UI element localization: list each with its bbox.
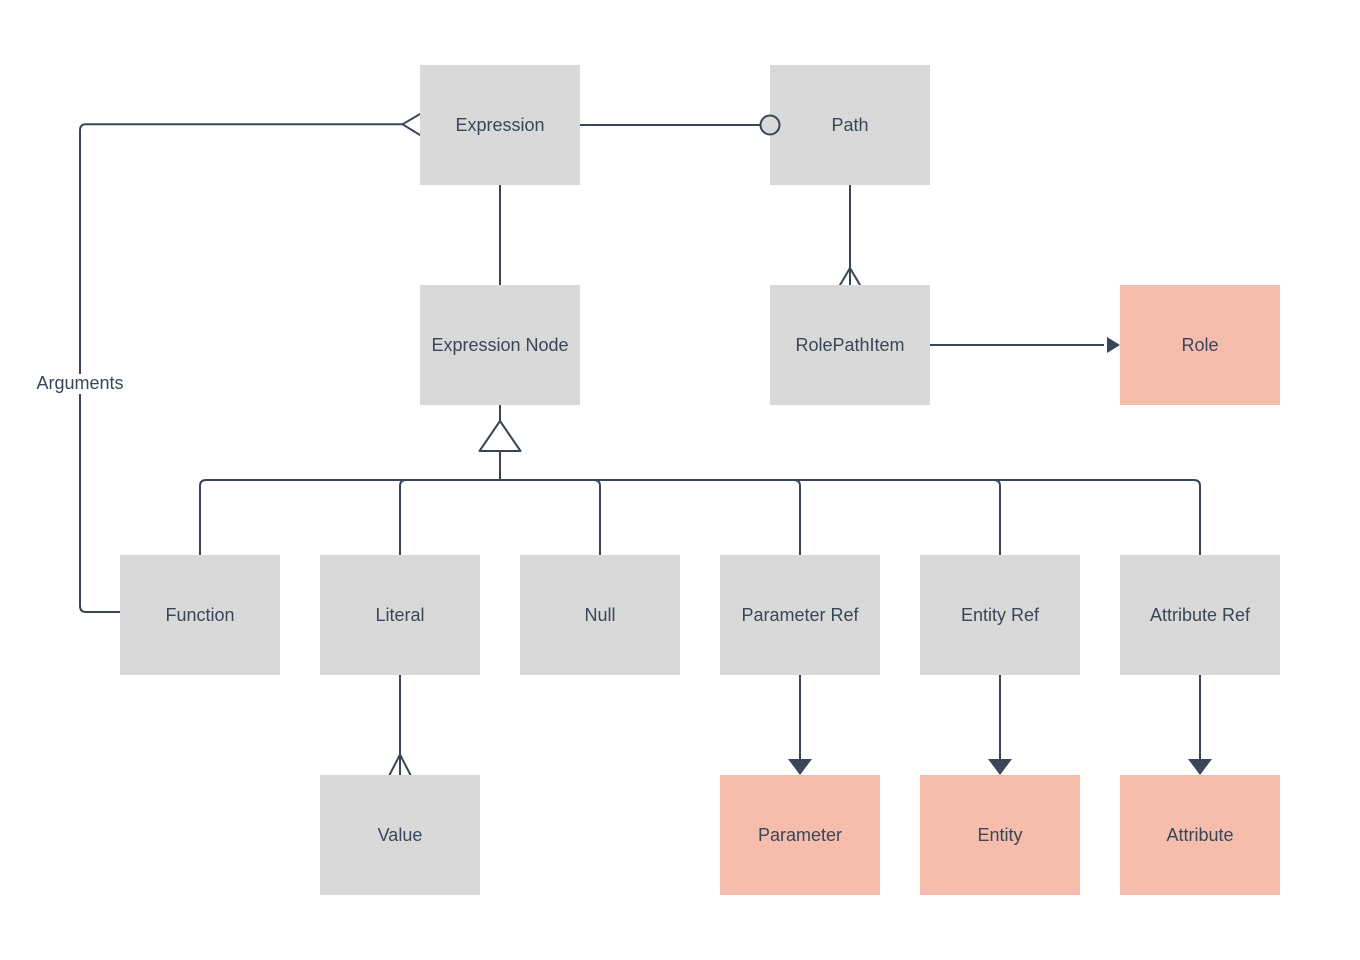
- svg-text:Expression: Expression: [455, 115, 544, 135]
- svg-text:Path: Path: [831, 115, 868, 135]
- svg-text:Parameter Ref: Parameter Ref: [741, 605, 859, 625]
- svg-text:Parameter: Parameter: [758, 825, 842, 845]
- svg-text:Arguments: Arguments: [36, 373, 123, 393]
- svg-text:Attribute: Attribute: [1166, 825, 1233, 845]
- svg-text:Null: Null: [584, 605, 615, 625]
- svg-text:RolePathItem: RolePathItem: [795, 335, 904, 355]
- svg-text:Attribute Ref: Attribute Ref: [1150, 605, 1251, 625]
- svg-text:Entity Ref: Entity Ref: [961, 605, 1040, 625]
- svg-text:Function: Function: [165, 605, 234, 625]
- svg-text:Entity: Entity: [977, 825, 1022, 845]
- svg-text:Role: Role: [1181, 335, 1218, 355]
- svg-text:Expression Node: Expression Node: [431, 335, 568, 355]
- svg-text:Value: Value: [378, 825, 423, 845]
- svg-text:Literal: Literal: [375, 605, 424, 625]
